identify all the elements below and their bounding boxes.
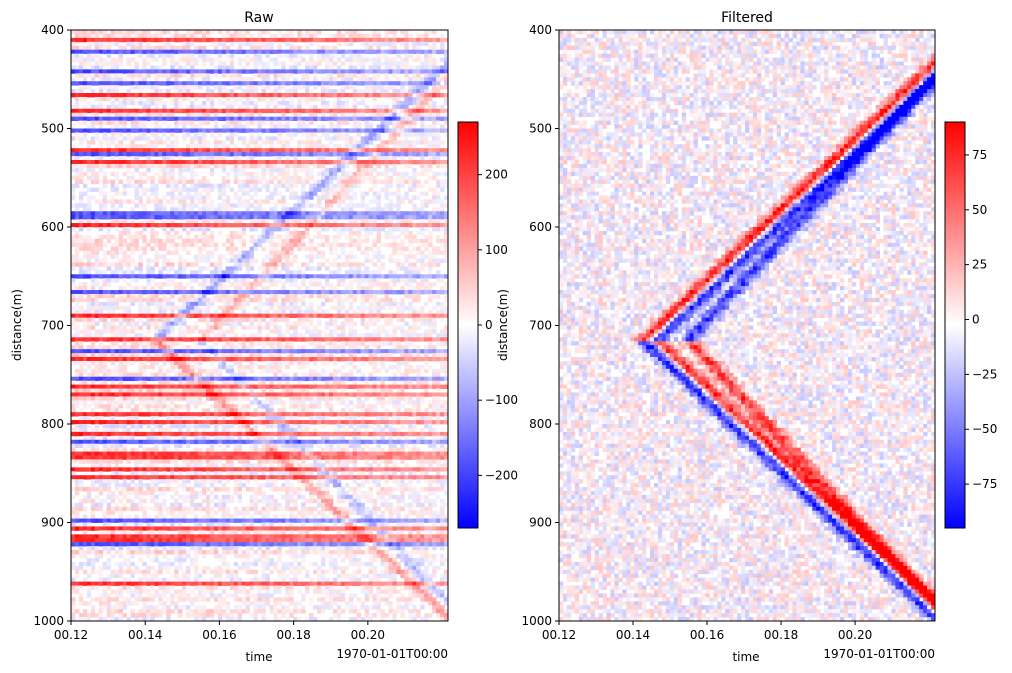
x-tick-label: 00.20	[838, 628, 872, 642]
y-tick-label: 600	[529, 220, 552, 234]
colorbar-tick-label: −200	[485, 468, 518, 482]
raw-colorbar-ticks: 200 100 0 −100 −200	[478, 168, 518, 482]
raw-x-axis-label: time	[245, 650, 272, 664]
y-tick-label: 700	[529, 319, 552, 333]
y-tick-label: 800	[529, 417, 552, 431]
filtered-x-axis-label: time	[732, 650, 759, 664]
x-tick-label: 00.14	[128, 628, 162, 642]
filtered-colorbar-ticks: 75 50 25 0 −25 −50 −75	[965, 148, 997, 491]
colorbar-tick-label: 50	[972, 203, 987, 217]
filtered-x-offset-label: 1970-01-01T00:00	[823, 647, 935, 661]
filtered-y-ticks: 400 500 600 700 800 900 1000	[521, 23, 559, 628]
x-tick-label: 00.18	[764, 628, 798, 642]
colorbar-tick-label: −100	[485, 393, 518, 407]
x-tick-label: 00.12	[54, 628, 88, 642]
y-tick-label: 900	[529, 516, 552, 530]
raw-x-ticks: 00.12 00.14 00.16 00.18 00.20	[54, 621, 385, 642]
filtered-panel: Filtered 00.12 00.14 00.16 00.18 00.20 400 50…	[496, 10, 997, 664]
colorbar-tick-label: 0	[972, 313, 980, 327]
colorbar-tick-label: −25	[972, 367, 997, 381]
raw-heatmap	[71, 30, 449, 622]
x-tick-label: 00.16	[690, 628, 724, 642]
y-tick-label: 400	[41, 23, 64, 37]
filtered-colorbar	[944, 121, 966, 529]
filtered-x-ticks: 00.12 00.14 00.16 00.18 00.20	[542, 621, 872, 642]
x-tick-label: 00.16	[202, 628, 236, 642]
filtered-title: Filtered	[721, 10, 773, 26]
raw-y-axis-label: distance(m)	[10, 289, 24, 361]
colorbar-tick-label: 200	[485, 168, 508, 182]
colorbar-tick-label: 0	[485, 318, 493, 332]
raw-x-offset-label: 1970-01-01T00:00	[336, 647, 448, 661]
filtered-y-axis-label: distance(m)	[496, 289, 510, 361]
x-tick-label: 00.20	[351, 628, 385, 642]
y-tick-label: 800	[41, 417, 64, 431]
raw-y-ticks: 400 500 600 700 800 900 1000	[33, 23, 71, 628]
colorbar-tick-label: 25	[972, 258, 987, 272]
x-tick-label: 00.14	[616, 628, 650, 642]
filtered-heatmap	[559, 30, 936, 622]
y-tick-label: 1000	[521, 614, 552, 628]
x-tick-label: 00.12	[542, 628, 576, 642]
x-tick-label: 00.18	[276, 628, 310, 642]
raw-title: Raw	[244, 10, 273, 26]
y-tick-label: 400	[529, 23, 552, 37]
raw-panel: Raw 00.12 00.14 00.16 00.18 00.20 400 500 600 7…	[10, 10, 518, 664]
colorbar-tick-label: −50	[972, 422, 997, 436]
colorbar-tick-label: −75	[972, 477, 997, 491]
y-tick-label: 600	[41, 220, 64, 234]
y-tick-label: 900	[41, 516, 64, 530]
colorbar-tick-label: 75	[972, 148, 987, 162]
raw-colorbar	[457, 121, 479, 529]
y-tick-label: 500	[41, 122, 64, 136]
y-tick-label: 1000	[33, 614, 64, 628]
colorbar-tick-label: 100	[485, 243, 508, 257]
y-tick-label: 700	[41, 319, 64, 333]
y-tick-label: 500	[529, 122, 552, 136]
